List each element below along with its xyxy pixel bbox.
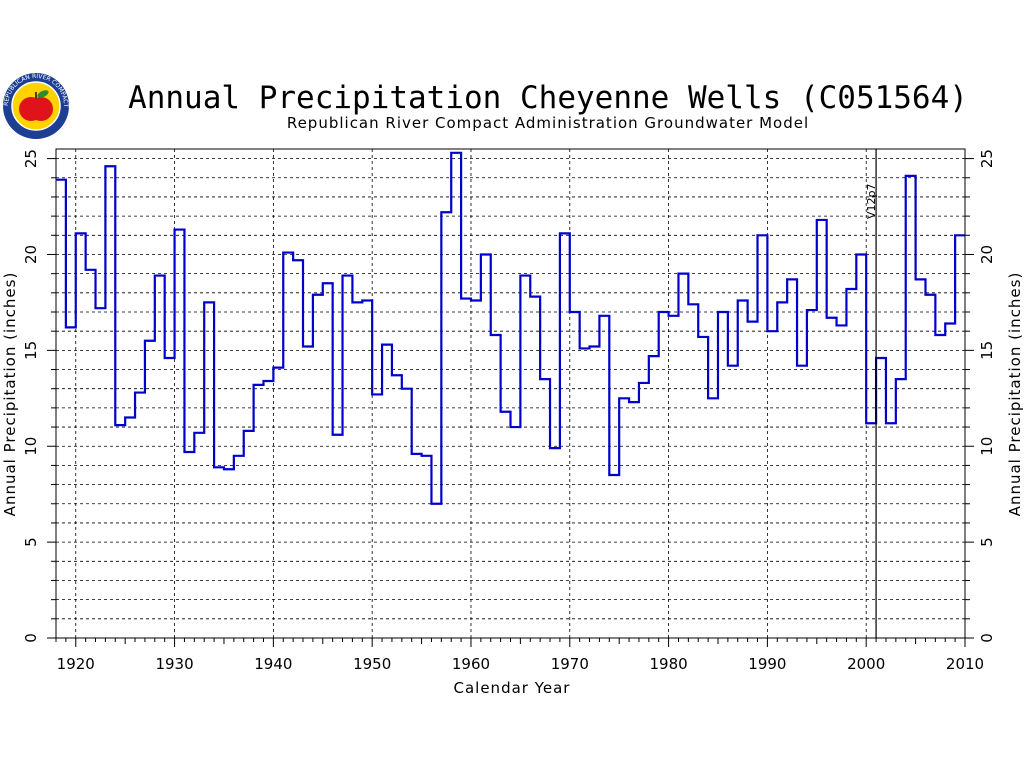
plot-frame — [55, 148, 966, 639]
y-axis-label-right: Annual Precipitation (inches) — [1006, 272, 1024, 517]
y-tick-label-left: 25 — [22, 149, 40, 168]
y-tick-label-right: 10 — [978, 437, 996, 456]
chart-title: Annual Precipitation Cheyenne Wells (C05… — [128, 80, 968, 116]
series-lines — [56, 151, 965, 505]
x-tick-label: 2010 — [946, 655, 984, 673]
axes: 0 0 5 5 10 10 15 15 20 20 25 25 1920 1930 1940 1950 1960… — [22, 148, 996, 673]
x-tick-label: 1970 — [551, 655, 589, 673]
y-axis-label-left: Annual Precipitation (inches) — [1, 272, 19, 517]
rrca-logo: REPUBLICAN RIVER COMPACT — [3, 73, 69, 139]
x-axis-label: Calendar Year — [454, 679, 571, 697]
x-tick-label: 1940 — [254, 655, 292, 673]
annotation: V12p7 — [865, 149, 878, 638]
annotation-label: V12p7 — [865, 183, 878, 219]
y-tick-label-left: 20 — [22, 245, 40, 264]
y-tick-label-right: 15 — [978, 341, 996, 360]
y-tick-label-left: 15 — [22, 341, 40, 360]
y-tick-label-right: 20 — [978, 245, 996, 264]
y-tick-label-left: 5 — [22, 537, 40, 547]
x-tick-label: 1950 — [353, 655, 391, 673]
x-tick-label: 1960 — [452, 655, 490, 673]
x-tick-label: 1990 — [748, 655, 786, 673]
apple-icon — [29, 97, 53, 121]
y-tick-label-right: 25 — [978, 149, 996, 168]
y-tick-label-left: 0 — [22, 633, 40, 643]
stem-icon — [35, 92, 37, 99]
y-tick-label-left: 10 — [22, 437, 40, 456]
precipitation-series — [56, 151, 965, 505]
x-tick-label: 1930 — [155, 655, 193, 673]
grid-lines — [56, 149, 965, 638]
x-tick-label: 2000 — [847, 655, 885, 673]
x-tick-label: 1980 — [649, 655, 687, 673]
leaf-icon — [37, 90, 49, 98]
y-tick-label-right: 5 — [978, 537, 996, 547]
chart-subtitle: Republican River Compact Administration … — [287, 114, 809, 132]
x-tick-label: 1920 — [57, 655, 95, 673]
y-tick-label-right: 0 — [978, 633, 996, 643]
